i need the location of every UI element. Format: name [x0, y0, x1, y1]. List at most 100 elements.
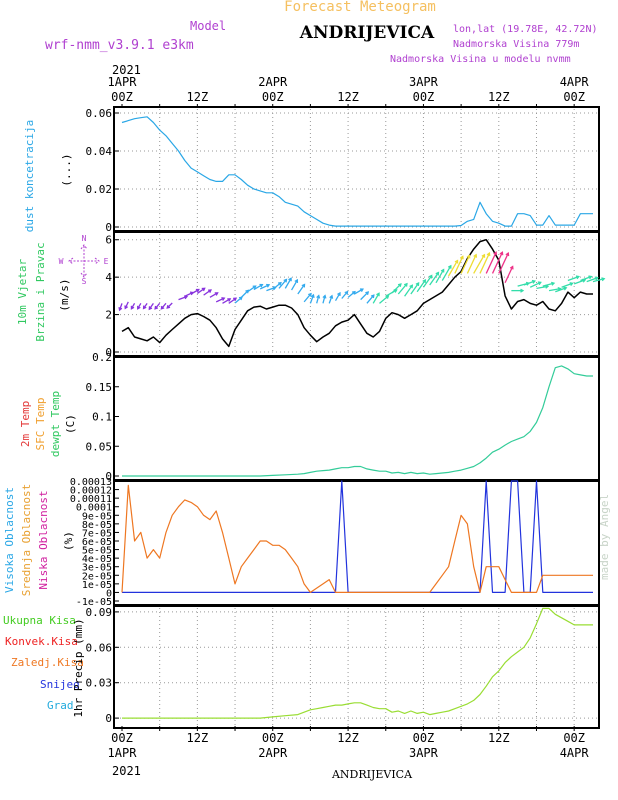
bottom-time-label: 12Z: [187, 731, 209, 745]
wind-arrow: [347, 291, 356, 298]
clouds-ytick-label: 7e-05: [82, 528, 112, 539]
clouds-ytick-label: 8e-05: [82, 520, 112, 531]
wind-arrow: [278, 279, 288, 289]
wind-arrow: [215, 297, 225, 303]
top-time-label: 00Z: [413, 90, 435, 104]
wind-arrow-head: [473, 253, 478, 258]
wind-arrow-head: [588, 275, 593, 280]
wind-arrow: [404, 284, 413, 297]
panel-dust: 0 0.02 0.04 0.06: [86, 106, 600, 234]
clouds-ytick-label: 0.00013: [70, 477, 112, 488]
top-date-label: 4APR: [560, 75, 590, 89]
wind-arrow-head: [575, 275, 580, 280]
temperature-frame: [113, 356, 600, 481]
bottom-time-label: 00Z: [563, 731, 585, 745]
wind-labels: 10m Vjetar Brzina i Pravac (m/s): [16, 242, 71, 341]
wind-arrow-head: [409, 284, 414, 289]
clouds-ytick-label: 4e-05: [82, 554, 112, 565]
clouds-ytick-label: 0: [106, 588, 112, 599]
precip-ylabel-total: Ukupna Kisa: [3, 614, 76, 627]
clouds-ytick-label: 9e-05: [82, 511, 112, 522]
wind-arrow: [410, 282, 420, 295]
wind-ytick-label: 4: [105, 271, 112, 284]
top-time-label: 00Z: [563, 90, 585, 104]
top-date-label: 1APR: [108, 75, 138, 89]
wind-arrow-head: [294, 278, 299, 283]
temperature-ytick-label: 0.2: [92, 351, 112, 364]
wind-arrow-head: [569, 282, 574, 286]
precip-ylabel-frozen: Zaledj.Kisa: [11, 656, 84, 669]
compass-s: S: [82, 277, 87, 286]
wind-arrow: [479, 252, 491, 274]
wind-arrow: [160, 302, 167, 310]
wind-arrow-head: [195, 288, 200, 293]
wind-unit: (m/s): [58, 278, 71, 311]
temperature-ytick-label: 0.05: [86, 440, 113, 453]
header-altitude: Nadmorska Visina 779m: [453, 39, 579, 50]
precipitation-ytick-label: 0.06: [86, 641, 113, 654]
precipitation-ytick-label: 0: [105, 712, 112, 725]
top-time-label: 12Z: [187, 90, 209, 104]
wind-arrow: [416, 279, 426, 293]
wind-arrow: [542, 282, 555, 287]
wind-arrow-head: [221, 297, 226, 301]
dust-unit: (...): [60, 153, 73, 186]
wind-arrow: [454, 256, 464, 274]
clouds-series-line: [122, 480, 593, 594]
panel-precipitation: 0 0.03 0.06 0.09: [86, 605, 600, 729]
bottom-time-label: 00Z: [111, 731, 133, 745]
year-top: 2021: [112, 63, 141, 77]
wind-arrow: [366, 294, 375, 304]
wind-arrow-head: [563, 286, 568, 291]
wind-arrow: [228, 297, 237, 304]
wind-arrow: [203, 289, 212, 296]
wind-arrow: [154, 302, 161, 310]
wind-arrow: [247, 285, 257, 293]
cloud-ylabel-mid: Srednja Oblacnost: [20, 484, 33, 597]
wind-series-line: [121, 238, 593, 348]
wind-arrow: [124, 301, 129, 309]
footer-station: ANDRIJEVICA: [331, 768, 413, 781]
wind-arrow: [322, 295, 326, 304]
watermark: made by Angel: [598, 494, 611, 580]
wind-ytick-label: 0: [105, 346, 112, 359]
dust-ytick-label: 0.02: [86, 183, 113, 196]
compass-arrows: [68, 244, 100, 278]
wind-arrow-head: [493, 251, 498, 256]
wind-arrow-head: [344, 290, 349, 295]
bottom-date-label: 1APR: [108, 746, 138, 760]
wind-arrow-head: [288, 277, 292, 282]
panel-wind: 0 2 4 6: [105, 231, 606, 359]
wind-arrow-head: [308, 292, 312, 297]
wind-arrow: [303, 293, 312, 303]
dust-series-line: [121, 116, 593, 227]
top-date-label: 2APR: [258, 75, 288, 89]
wind-ylabel-2: Brzina i Pravac: [34, 242, 47, 341]
wind-arrow: [148, 302, 154, 310]
dust-ytick-label: 0: [105, 221, 112, 234]
precip-ylabel-hail: Grad: [47, 699, 74, 712]
wind-arrow-head: [148, 306, 153, 311]
cloud-ylabel-low: Niska Oblacnost: [37, 490, 50, 589]
wind-arrow-head: [370, 294, 375, 299]
wind-arrow-head: [154, 305, 159, 310]
wind-arrow: [391, 283, 402, 294]
wind-arrow-head: [142, 305, 147, 310]
wind-arrow: [523, 280, 536, 286]
wind-arrow: [573, 279, 586, 285]
wind-arrow: [548, 287, 561, 292]
wind-arrow-head: [428, 274, 433, 279]
temperature-ytick-label: 0.15: [86, 381, 113, 394]
precipitation-series-line: [122, 607, 593, 719]
wind-arrow-head: [454, 259, 459, 264]
wind-arrow-head: [322, 294, 327, 299]
wind-arrow: [196, 287, 206, 294]
wind-ylabel-1: 10m Vjetar: [16, 259, 29, 326]
wind-arrow-head: [124, 305, 129, 310]
wind-arrow-head: [214, 292, 219, 296]
header-model-altitude: Nadmorska Visina u modelu nvmm: [390, 54, 571, 65]
wind-arrow-head: [594, 276, 599, 281]
wind-arrow: [592, 277, 605, 283]
wind-arrow: [328, 295, 333, 304]
wind-arrow-head: [460, 255, 464, 260]
